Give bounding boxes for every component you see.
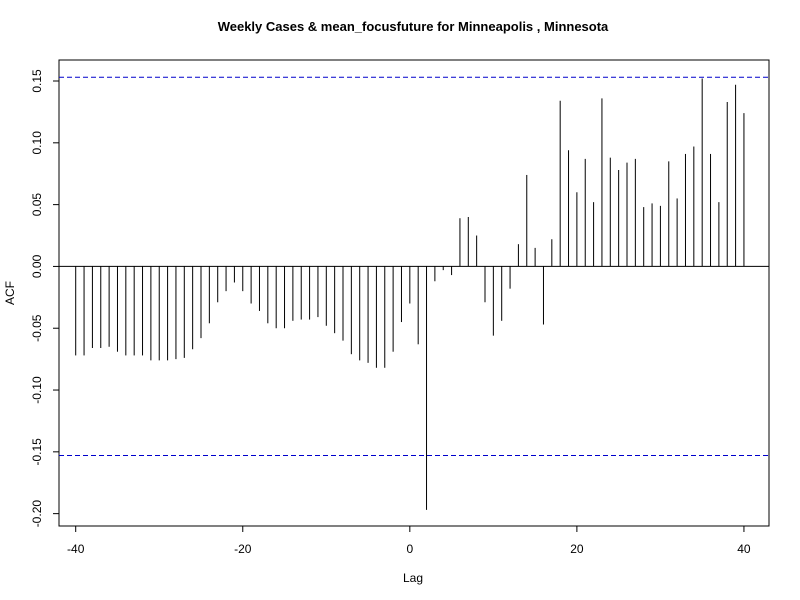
x-tick-label: -20 (234, 542, 252, 556)
x-tick-label: -40 (67, 542, 85, 556)
x-axis-label: Lag (403, 571, 423, 585)
y-tick-label: -0.20 (30, 500, 44, 528)
y-tick-label: 0.10 (30, 131, 44, 155)
chart-title: Weekly Cases & mean_focusfuture for Minn… (218, 19, 609, 34)
plot-frame (58, 59, 770, 527)
y-tick-label: 0.05 (30, 193, 44, 217)
y-tick-label: 0.00 (30, 254, 44, 278)
x-tick-label: 20 (570, 542, 584, 556)
y-tick-label: 0.15 (30, 69, 44, 93)
x-tick-label: 0 (406, 542, 413, 556)
y-tick-label: -0.10 (30, 376, 44, 404)
x-tick-label: 40 (737, 542, 751, 556)
y-axis: -0.20 -0.15 -0.10 -0.05 0.00 0.05 0.10 0.15 (30, 69, 59, 527)
y-tick-label: -0.05 (30, 314, 44, 342)
y-tick-label: -0.15 (30, 438, 44, 466)
acf-bars (75, 78, 745, 510)
y-axis-label: ACF (3, 281, 17, 305)
x-axis: -40 -20 0 20 40 (67, 526, 751, 556)
